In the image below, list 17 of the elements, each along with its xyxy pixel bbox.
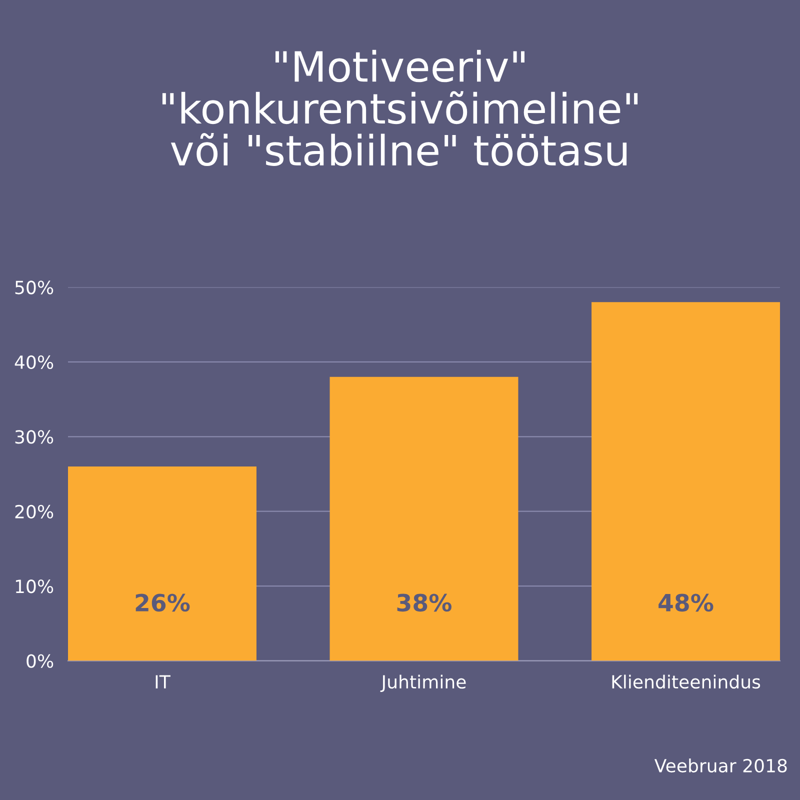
- y-tick-label: 40%: [14, 355, 54, 370]
- y-tick-label: 30%: [15, 430, 54, 444]
- x-tick-label: Klienditeenindus: [612, 674, 760, 689]
- chart-title: "Motiveeriv" "konkurentsivõimeline" või "stabiilne" töötasu: [162, 50, 638, 166]
- y-tick-label: 0%: [26, 654, 54, 668]
- text: Veebruar 2018: [654, 758, 787, 772]
- data-label: 38%: [397, 594, 452, 612]
- data-label: 26%: [136, 594, 190, 612]
- y-tick-label: 50%: [15, 280, 54, 294]
- bar: [592, 302, 780, 661]
- bar: [330, 376, 518, 661]
- x-tick-label: Juhtimine: [380, 674, 466, 692]
- y-tick-label: 10%: [16, 580, 54, 594]
- bar: [68, 466, 256, 661]
- x-tick-label: IT: [156, 675, 170, 688]
- y-tick-label: 20%: [15, 504, 54, 518]
- data-label: 48%: [658, 594, 714, 612]
